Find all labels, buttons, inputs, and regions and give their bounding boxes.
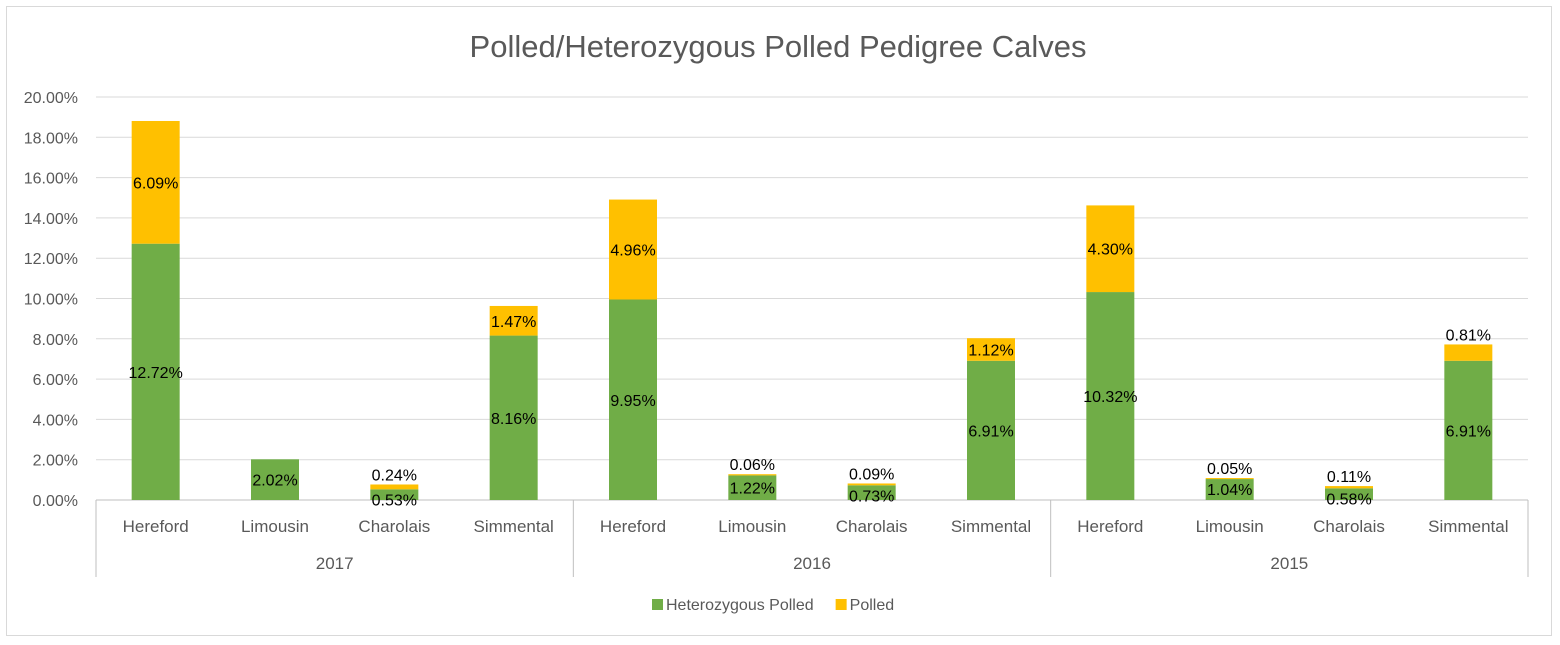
bar-heterozygous-polled	[1325, 488, 1373, 500]
bar-polled	[489, 305, 538, 336]
bar-heterozygous-polled	[728, 475, 777, 500]
y-tick-label: 20.00%	[24, 90, 78, 107]
y-tick-label: 16.00%	[24, 171, 78, 188]
x-group-label: 2016	[793, 554, 831, 573]
legend-swatch	[652, 599, 663, 610]
bar-heterozygous-polled	[1086, 292, 1135, 500]
data-labels: 12.72% 6.09% 2.02% 0.53% 0.24% 8.16% 1.47% 9.95…	[129, 175, 1491, 509]
data-label-heterozygous-polled: 12.72%	[129, 365, 183, 382]
x-category-label: Limousin	[241, 517, 309, 536]
bar-polled	[370, 484, 419, 490]
data-label-polled: 6.09%	[133, 175, 178, 192]
bar-heterozygous-polled	[967, 360, 1015, 500]
bar-polled	[1205, 478, 1254, 480]
data-label-heterozygous-polled: 0.53%	[372, 492, 417, 509]
bar-heterozygous-polled	[609, 299, 657, 500]
x-category-label: Charolais	[1313, 517, 1385, 536]
bar-polled	[131, 120, 180, 244]
chart-frame	[6, 6, 1552, 636]
x-category-label: Hereford	[1077, 517, 1143, 536]
bar-heterozygous-polled	[1444, 360, 1493, 500]
bar-heterozygous-polled	[1205, 479, 1254, 500]
data-label-heterozygous-polled: 9.95%	[610, 393, 655, 410]
data-label-heterozygous-polled: 1.22%	[730, 481, 775, 498]
data-label-polled: 0.11%	[1327, 469, 1371, 486]
x-category-label: Hereford	[600, 517, 666, 536]
data-label-polled: 4.96%	[610, 243, 655, 260]
data-label-heterozygous-polled: 2.02%	[252, 473, 297, 490]
x-group-label: 2015	[1270, 554, 1308, 573]
x-category-label: Charolais	[358, 517, 430, 536]
x-category-label: Charolais	[836, 517, 908, 536]
y-tick-label: 10.00%	[24, 292, 78, 309]
bar-heterozygous-polled	[370, 489, 419, 500]
bar-polled	[1325, 486, 1373, 489]
y-tick-label: 8.00%	[33, 332, 78, 349]
legend-swatch	[835, 599, 847, 610]
data-label-polled: 1.12%	[968, 342, 1013, 359]
y-tick-label: 6.00%	[33, 372, 78, 389]
bar-heterozygous-polled	[489, 335, 538, 500]
data-label-heterozygous-polled: 0.73%	[849, 488, 894, 505]
bar-polled	[1086, 205, 1135, 293]
legend-label: Polled	[850, 597, 894, 614]
bar-polled	[967, 338, 1015, 361]
bar-polled	[1444, 344, 1493, 361]
data-label-polled: 0.09%	[849, 466, 894, 483]
x-category-label: Simmental	[1428, 517, 1508, 536]
bar-polled	[609, 199, 657, 300]
bar-heterozygous-polled	[131, 243, 180, 500]
data-label-heterozygous-polled: 6.91%	[968, 423, 1013, 440]
data-label-heterozygous-polled: 6.91%	[1446, 423, 1491, 440]
data-label-heterozygous-polled: 10.32%	[1083, 389, 1137, 406]
x-category-label: Simmental	[951, 517, 1031, 536]
bar-heterozygous-polled	[251, 459, 299, 500]
data-label-heterozygous-polled: 8.16%	[491, 411, 536, 428]
data-label-polled: 0.24%	[372, 467, 417, 484]
data-label-polled: 0.81%	[1446, 327, 1491, 344]
legend-label: Heterozygous Polled	[666, 597, 814, 614]
bar-polled	[728, 474, 777, 476]
y-tick-label: 18.00%	[24, 130, 78, 147]
data-label-heterozygous-polled: 1.04%	[1207, 482, 1252, 499]
y-tick-label: 14.00%	[24, 211, 78, 228]
y-tick-label: 2.00%	[33, 453, 78, 470]
legend[interactable]: Heterozygous Polled Polled	[652, 597, 894, 614]
x-category-label: Simmental	[474, 517, 554, 536]
data-label-polled: 0.06%	[730, 457, 775, 474]
bar-polled	[847, 483, 896, 486]
data-label-polled: 4.30%	[1088, 242, 1133, 259]
bars	[131, 120, 1493, 500]
y-axis-ticks: 0.00% 2.00% 4.00% 6.00% 8.00% 10.00% 12.00% 14.…	[24, 90, 78, 510]
x-category-label: Hereford	[123, 517, 189, 536]
bar-heterozygous-polled	[847, 485, 896, 500]
y-tick-label: 0.00%	[33, 493, 78, 510]
y-tick-label: 4.00%	[33, 412, 78, 429]
x-category-label: Limousin	[1196, 517, 1264, 536]
x-axis: Hereford Limousin Charolais Simmental 2017 He…	[95, 500, 1529, 577]
x-group-label: 2017	[316, 554, 354, 573]
gridlines	[96, 96, 1528, 501]
x-category-label: Limousin	[718, 517, 786, 536]
chart-title: Polled/Heterozygous Polled Pedigree Calv…	[470, 29, 1087, 64]
y-tick-label: 12.00%	[24, 251, 78, 268]
data-label-polled: 0.05%	[1207, 461, 1252, 478]
data-label-polled: 1.47%	[491, 314, 536, 331]
data-label-heterozygous-polled: 0.58%	[1326, 491, 1371, 508]
